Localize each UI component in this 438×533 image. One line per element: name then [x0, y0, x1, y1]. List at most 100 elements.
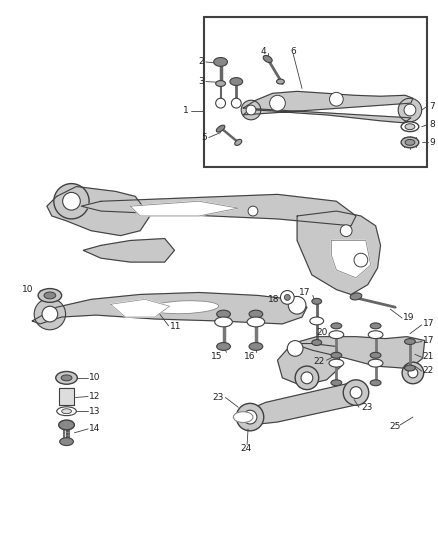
Ellipse shape — [329, 359, 344, 367]
Circle shape — [350, 386, 362, 399]
Ellipse shape — [215, 317, 233, 327]
Ellipse shape — [62, 409, 71, 414]
Bar — [59, 387, 74, 405]
Ellipse shape — [249, 343, 263, 350]
Circle shape — [270, 95, 285, 111]
Text: 22: 22 — [313, 357, 324, 366]
Ellipse shape — [370, 380, 381, 386]
Circle shape — [329, 92, 343, 106]
Polygon shape — [32, 293, 307, 324]
Text: 24: 24 — [240, 444, 252, 453]
Polygon shape — [111, 300, 170, 317]
Circle shape — [284, 294, 290, 301]
Ellipse shape — [331, 352, 342, 358]
Text: 4: 4 — [260, 47, 266, 55]
Circle shape — [215, 98, 226, 108]
Ellipse shape — [247, 317, 265, 327]
Text: 17: 17 — [423, 319, 434, 328]
Circle shape — [402, 362, 424, 384]
Ellipse shape — [312, 340, 321, 345]
Circle shape — [42, 306, 58, 322]
Ellipse shape — [249, 310, 263, 318]
Ellipse shape — [370, 323, 381, 329]
Text: 9: 9 — [430, 138, 435, 147]
Text: 23: 23 — [212, 393, 223, 402]
Text: 11: 11 — [170, 322, 181, 332]
Ellipse shape — [230, 78, 243, 85]
Polygon shape — [47, 187, 150, 236]
Ellipse shape — [214, 58, 227, 66]
Circle shape — [404, 104, 416, 116]
Bar — [204, 17, 427, 167]
Text: 25: 25 — [389, 423, 401, 431]
Ellipse shape — [38, 288, 62, 302]
Polygon shape — [243, 91, 413, 123]
Ellipse shape — [217, 343, 230, 350]
Polygon shape — [131, 201, 238, 216]
Polygon shape — [81, 195, 356, 226]
Circle shape — [243, 410, 257, 424]
Circle shape — [295, 366, 319, 390]
Ellipse shape — [350, 293, 362, 300]
Ellipse shape — [312, 298, 321, 304]
Ellipse shape — [401, 122, 419, 132]
Text: 15: 15 — [211, 352, 223, 361]
Circle shape — [63, 192, 80, 210]
Text: 23: 23 — [361, 403, 372, 412]
Text: 16: 16 — [244, 352, 256, 361]
Circle shape — [287, 341, 303, 356]
Ellipse shape — [329, 331, 344, 338]
Ellipse shape — [276, 79, 284, 84]
Ellipse shape — [310, 317, 324, 325]
Text: 10: 10 — [89, 373, 101, 382]
Circle shape — [398, 98, 422, 122]
Text: 21: 21 — [423, 352, 434, 361]
Ellipse shape — [60, 438, 74, 446]
Text: 8: 8 — [430, 120, 435, 129]
Polygon shape — [332, 240, 371, 278]
Text: 6: 6 — [290, 47, 296, 55]
Text: 14: 14 — [89, 424, 100, 433]
Polygon shape — [292, 337, 425, 368]
Ellipse shape — [368, 331, 383, 338]
Circle shape — [54, 183, 89, 219]
Circle shape — [248, 206, 258, 216]
Text: 13: 13 — [89, 407, 101, 416]
Circle shape — [408, 368, 418, 378]
Circle shape — [288, 296, 306, 314]
Circle shape — [236, 403, 264, 431]
Ellipse shape — [405, 140, 415, 146]
Text: 22: 22 — [423, 366, 434, 375]
Text: 7: 7 — [430, 102, 435, 110]
Circle shape — [246, 105, 256, 115]
Ellipse shape — [56, 372, 78, 384]
Ellipse shape — [405, 124, 415, 130]
Circle shape — [34, 298, 66, 330]
Text: 2: 2 — [198, 58, 204, 67]
Ellipse shape — [331, 380, 342, 386]
Text: 12: 12 — [89, 392, 100, 401]
Circle shape — [280, 290, 294, 304]
Text: 20: 20 — [316, 328, 327, 337]
Polygon shape — [297, 211, 381, 294]
Text: 17: 17 — [299, 288, 311, 297]
Ellipse shape — [233, 411, 253, 423]
Ellipse shape — [61, 375, 72, 381]
Circle shape — [343, 380, 369, 405]
Circle shape — [340, 225, 352, 237]
Ellipse shape — [215, 80, 226, 86]
Polygon shape — [278, 344, 341, 386]
Circle shape — [231, 98, 241, 108]
Ellipse shape — [405, 338, 415, 344]
Circle shape — [354, 253, 368, 267]
Ellipse shape — [59, 420, 74, 430]
Ellipse shape — [217, 310, 230, 318]
Ellipse shape — [331, 323, 342, 329]
Ellipse shape — [368, 359, 383, 367]
Circle shape — [301, 372, 313, 384]
Text: 19: 19 — [403, 312, 415, 321]
Ellipse shape — [44, 292, 56, 299]
Ellipse shape — [401, 137, 419, 148]
Text: 10: 10 — [22, 285, 34, 294]
Text: 3: 3 — [198, 77, 204, 86]
